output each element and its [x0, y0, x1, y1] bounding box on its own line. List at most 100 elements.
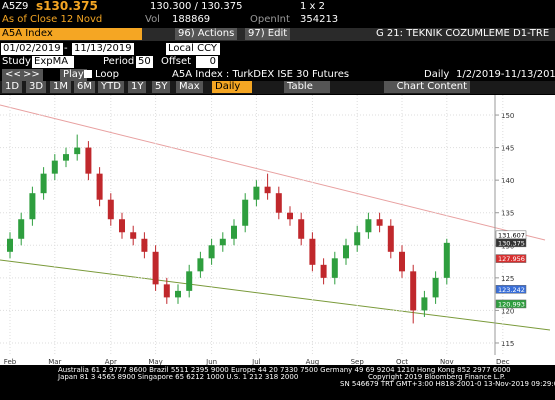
- price-tag: [495, 299, 527, 309]
- header: [0, 0, 555, 28]
- x-tick-label: Feb: [4, 358, 17, 365]
- vol-label: Vol: [145, 14, 160, 25]
- footer-line: Japan 81 3 4565 8900 Singapore 65 6212 1…: [58, 373, 299, 381]
- candle-body: [119, 219, 125, 233]
- x-tick-label: Jun: [205, 358, 217, 365]
- security-field[interactable]: A5A Index: [0, 28, 142, 40]
- x-tick-label: Mar: [48, 358, 61, 365]
- price-tag-label: 131.607: [498, 231, 525, 239]
- y-tick-label: 135: [501, 210, 514, 218]
- bid-ask: 130.300 / 130.375: [150, 1, 243, 12]
- candle-body: [208, 245, 215, 259]
- offset[interactable]: 0: [196, 56, 218, 68]
- chart: 115120125130135140145150FebMarAprMayJunJ…: [0, 95, 555, 365]
- x-tick-label: Nov: [440, 358, 454, 365]
- candle-body: [18, 219, 25, 239]
- loop-label: Loop: [95, 69, 119, 80]
- range-button[interactable]: 6M: [74, 81, 95, 93]
- end-date[interactable]: 11/13/2019: [72, 43, 134, 55]
- range-button[interactable]: 1Y: [128, 81, 147, 93]
- period-label: Period: [103, 56, 135, 67]
- size: 1 x 2: [300, 1, 325, 12]
- resistance-trendline: [0, 104, 546, 241]
- study[interactable]: ExpMA: [32, 56, 74, 68]
- y-tick-label: 140: [501, 177, 514, 185]
- candle-body: [85, 147, 92, 174]
- table-button[interactable]: Table: [284, 81, 330, 93]
- ticker: A5Z9: [2, 1, 29, 12]
- x-tick-label: Aug: [306, 358, 320, 365]
- loop-checkbox[interactable]: [84, 70, 92, 78]
- support-trendline: [0, 259, 551, 331]
- candle-body: [96, 173, 103, 200]
- candle-body: [219, 238, 226, 246]
- y-tick-label: 125: [501, 275, 514, 283]
- start-date[interactable]: 01/02/2019: [1, 43, 63, 55]
- candle-body: [163, 284, 170, 298]
- candle-body: [399, 251, 405, 272]
- candle-body: [354, 232, 361, 246]
- vol: 188869: [172, 14, 211, 25]
- range-button[interactable]: 5Y: [152, 81, 171, 93]
- range-button[interactable]: YTD: [98, 81, 124, 93]
- candle-body: [40, 173, 47, 194]
- range: 1/2/2019-11/13/2019: [456, 69, 555, 80]
- forward-button[interactable]: >>: [20, 69, 43, 81]
- x-tick-label: Sep: [351, 358, 365, 365]
- chart-background: [0, 95, 555, 365]
- candle-body: [197, 258, 204, 272]
- back-button[interactable]: <<: [2, 69, 25, 81]
- candle-body: [421, 297, 428, 311]
- candle-body: [387, 225, 394, 252]
- last-price: s130.375: [36, 0, 98, 13]
- footer-line: Copyright 2019 Bloomberg Finance L.P.: [368, 373, 506, 381]
- oi-label: OpenInt: [250, 14, 290, 25]
- price-tag-label: 123.242: [498, 286, 525, 294]
- offset-label: Offset: [161, 56, 192, 67]
- x-tick-label: Oct: [396, 358, 408, 365]
- range-button[interactable]: 1M: [50, 81, 71, 93]
- candle-body: [175, 290, 181, 298]
- x-tick-label: Dec: [496, 358, 510, 365]
- candle-body: [107, 199, 114, 220]
- play-button[interactable]: Play: [60, 69, 87, 81]
- range-button[interactable]: Max: [176, 81, 203, 93]
- range-button[interactable]: 1D: [2, 81, 23, 93]
- price-tag-label: 120.993: [498, 300, 525, 308]
- chart-content-button[interactable]: Chart Content: [384, 81, 470, 93]
- as-of: As of Close 12 Novd: [2, 14, 103, 25]
- price-tag: [495, 238, 527, 248]
- currency[interactable]: Local CCY: [166, 43, 220, 55]
- price-tag-label: 130.375: [498, 239, 525, 247]
- edit-button[interactable]: 97) Edit: [245, 28, 291, 40]
- period[interactable]: 50: [136, 56, 153, 68]
- price-tag: [495, 285, 527, 294]
- candle-body: [130, 232, 137, 239]
- candle-body: [186, 271, 193, 291]
- candle-body: [343, 245, 349, 259]
- candle-body: [287, 212, 293, 220]
- actions-button[interactable]: 96) Actions: [175, 28, 238, 40]
- frequency-select[interactable]: Daily: [212, 81, 252, 93]
- x-tick-label: Jul: [251, 358, 261, 365]
- candle-body: [410, 271, 417, 311]
- candle-body: [443, 242, 450, 278]
- price-tag-label: 127.956: [498, 255, 525, 263]
- candle-body: [74, 147, 81, 155]
- candle-body: [7, 238, 13, 252]
- candle-body: [298, 219, 305, 239]
- page-title: G 21: TEKNIK COZUMLEME D1-TRE: [376, 28, 550, 39]
- range-button[interactable]: 3D: [26, 81, 47, 93]
- footer-line: Australia 61 2 9777 8600 Brazil 5511 239…: [58, 366, 511, 374]
- candle-body: [320, 264, 327, 278]
- candle-body: [275, 193, 282, 213]
- frequency: Daily: [424, 69, 450, 80]
- candle-body: [152, 251, 159, 285]
- date-sep: -: [64, 43, 68, 54]
- candle-body: [253, 186, 260, 200]
- study-label: Study: [2, 56, 31, 67]
- y-tick-label: 120: [501, 307, 514, 315]
- candle-body: [141, 238, 148, 252]
- candle-body: [376, 219, 383, 226]
